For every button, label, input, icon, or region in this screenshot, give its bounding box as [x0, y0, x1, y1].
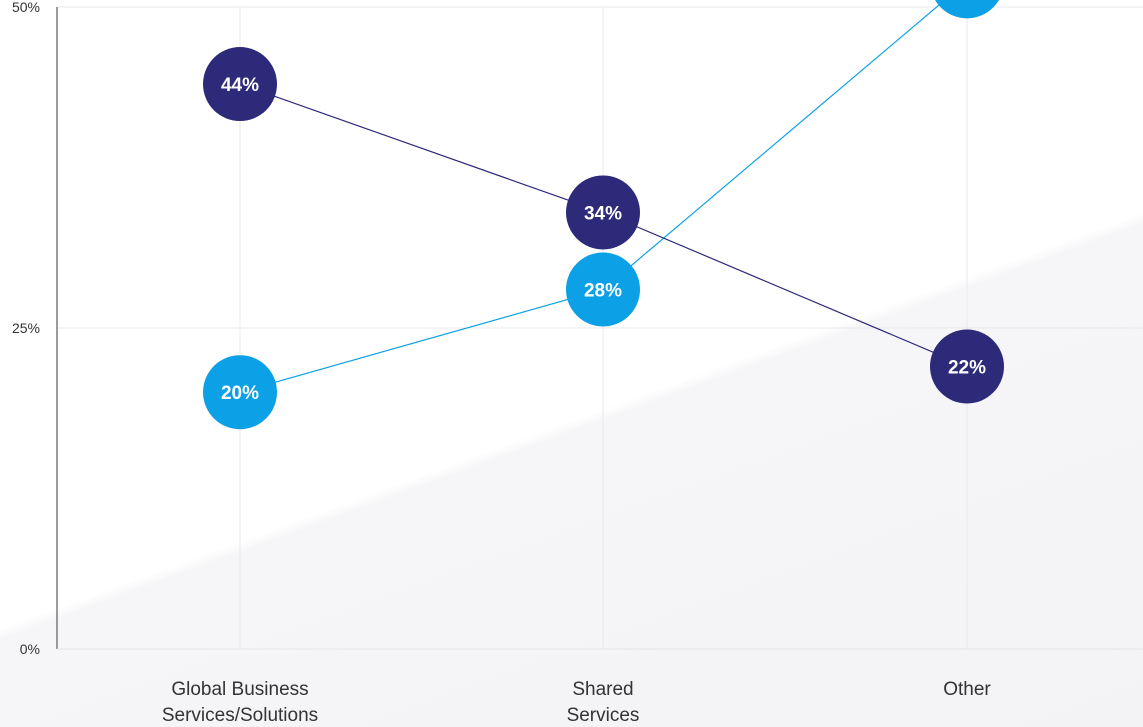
axes [56, 7, 1143, 650]
data-label: 22% [948, 358, 986, 379]
x-tick-label-line: Services [567, 705, 640, 726]
data-point [566, 175, 640, 250]
x-tick-label-line: Services/Solutions [162, 705, 318, 726]
y-tick-label: 25% [12, 320, 40, 336]
y-tick-label: 50% [12, 0, 40, 15]
data-label: 44% [221, 75, 259, 96]
data-point [203, 47, 277, 122]
data-point [566, 252, 640, 327]
series-layer: 44%34%22%20%28%52% [203, 0, 1004, 430]
axis-labels: 0% 25% 50% Global Business Services/Solution… [12, 0, 991, 726]
data-label: 20% [221, 383, 259, 404]
data-label: 34% [584, 203, 622, 224]
data-label: 28% [584, 280, 622, 301]
data-point [203, 355, 277, 430]
data-point [930, 329, 1004, 404]
x-tick-label-line: Shared [572, 679, 633, 700]
x-tick-label: Shared Services [567, 679, 640, 726]
y-tick-label: 0% [20, 641, 40, 657]
x-tick-label-line: Global Business [171, 679, 308, 700]
x-tick-label-line: Other [943, 679, 991, 700]
x-tick-label: Global Business Services/Solutions [162, 679, 318, 726]
x-tick-label: Other [943, 679, 991, 700]
data-point [935, 0, 999, 19]
